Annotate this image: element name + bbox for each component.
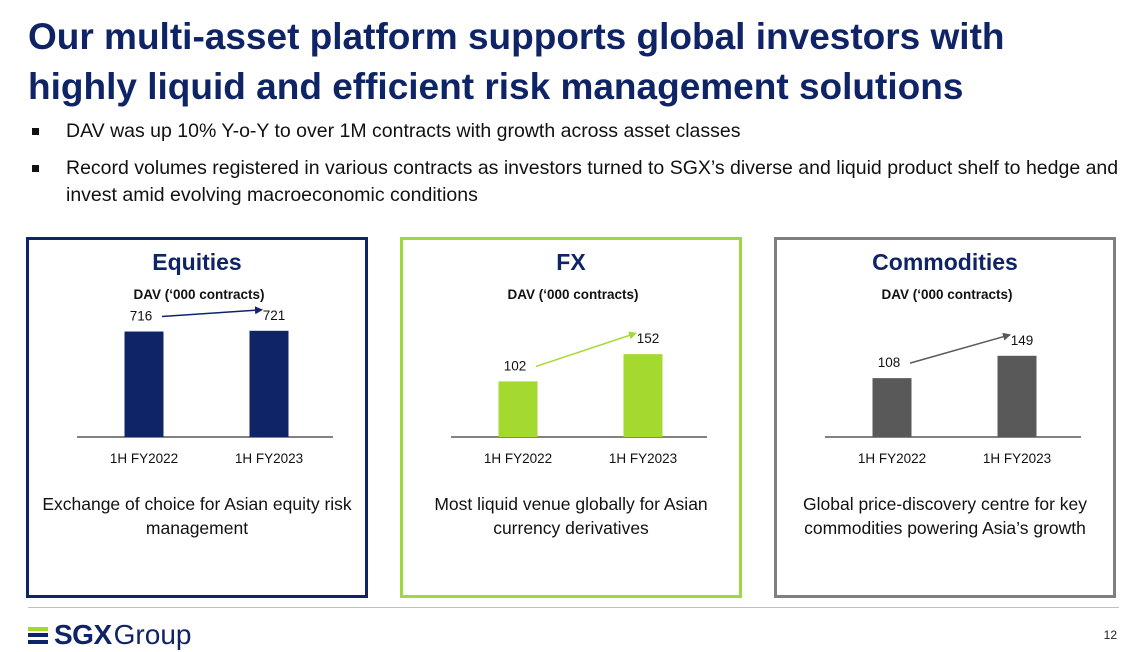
bullet-text: Record volumes registered in various con… — [66, 157, 1119, 206]
x-tick-label: 1H FY2022 — [858, 451, 926, 466]
growth-arrow — [535, 331, 637, 368]
x-tick-label: 1H FY2023 — [983, 451, 1051, 466]
x-tick-label: 1H FY2023 — [609, 451, 677, 466]
bullet-text: DAV was up 10% Y-o-Y to over 1M contract… — [66, 120, 741, 142]
x-tick-label: 1H FY2023 — [235, 451, 303, 466]
commodities-bar-chart: DAV (‘000 contracts) 1H FY2022 1H FY2023 10… — [825, 287, 1081, 466]
chart-title: DAV (‘000 contracts) — [507, 287, 638, 302]
panel-title: Equities — [152, 249, 242, 275]
equities-panel: Equities DAV (‘000 contracts) 1H FY2022 1H… — [26, 237, 368, 598]
panel-caption: Global price-discovery centre for key co… — [803, 494, 1087, 538]
data-label: 149 — [1011, 333, 1034, 348]
bar-1h-fy2022 — [124, 331, 164, 437]
x-tick-label: 1H FY2022 — [110, 451, 178, 466]
bullet-item: DAV was up 10% Y-o-Y to over 1M contract… — [30, 118, 1120, 145]
panel-title: Commodities — [872, 249, 1018, 275]
logo-bars-icon — [28, 626, 48, 644]
logo-text-bold: SGX — [54, 619, 112, 650]
bar-1h-fy2022 — [498, 381, 538, 437]
growth-arrow — [161, 306, 263, 318]
panel-caption: Exchange of choice for Asian equity risk… — [42, 494, 352, 538]
chart-title: DAV (‘000 contracts) — [133, 287, 264, 302]
bullet-list: DAV was up 10% Y-o-Y to over 1M contract… — [30, 118, 1120, 219]
data-label: 152 — [637, 331, 660, 346]
bar-1h-fy2022 — [872, 378, 912, 437]
page-number: 12 — [1103, 628, 1117, 642]
fx-panel: FX DAV (‘000 contracts) 1H FY2022 1H FY202… — [400, 237, 742, 598]
panel-caption: Most liquid venue globally for Asian cur… — [434, 494, 708, 538]
bar-1h-fy2023 — [623, 354, 663, 437]
commodities-panel: Commodities DAV (‘000 contracts) 1H FY202… — [774, 237, 1116, 598]
sgx-group-logo: SGX Group — [28, 618, 191, 652]
growth-arrow — [909, 332, 1011, 364]
bullet-marker-icon — [32, 128, 39, 135]
bar-1h-fy2023 — [249, 330, 289, 437]
fx-bar-chart: DAV (‘000 contracts) 1H FY2022 1H FY2023 10… — [451, 287, 707, 466]
equities-bar-chart: DAV (‘000 contracts) 1H FY2022 1H FY2023 71… — [77, 287, 333, 466]
data-label: 108 — [878, 355, 901, 370]
panel-title: FX — [556, 249, 586, 275]
footer-divider — [28, 607, 1119, 608]
bullet-marker-icon — [32, 165, 39, 172]
chart-title: DAV (‘000 contracts) — [881, 287, 1012, 302]
x-tick-label: 1H FY2022 — [484, 451, 552, 466]
bar-1h-fy2023 — [997, 355, 1037, 437]
bullet-item: Record volumes registered in various con… — [30, 155, 1120, 209]
slide-title: Our multi-asset platform supports global… — [28, 16, 1005, 107]
data-label: 102 — [504, 358, 527, 373]
data-label: 716 — [130, 309, 153, 324]
logo-text-regular: Group — [113, 619, 192, 650]
data-label: 721 — [263, 308, 286, 323]
